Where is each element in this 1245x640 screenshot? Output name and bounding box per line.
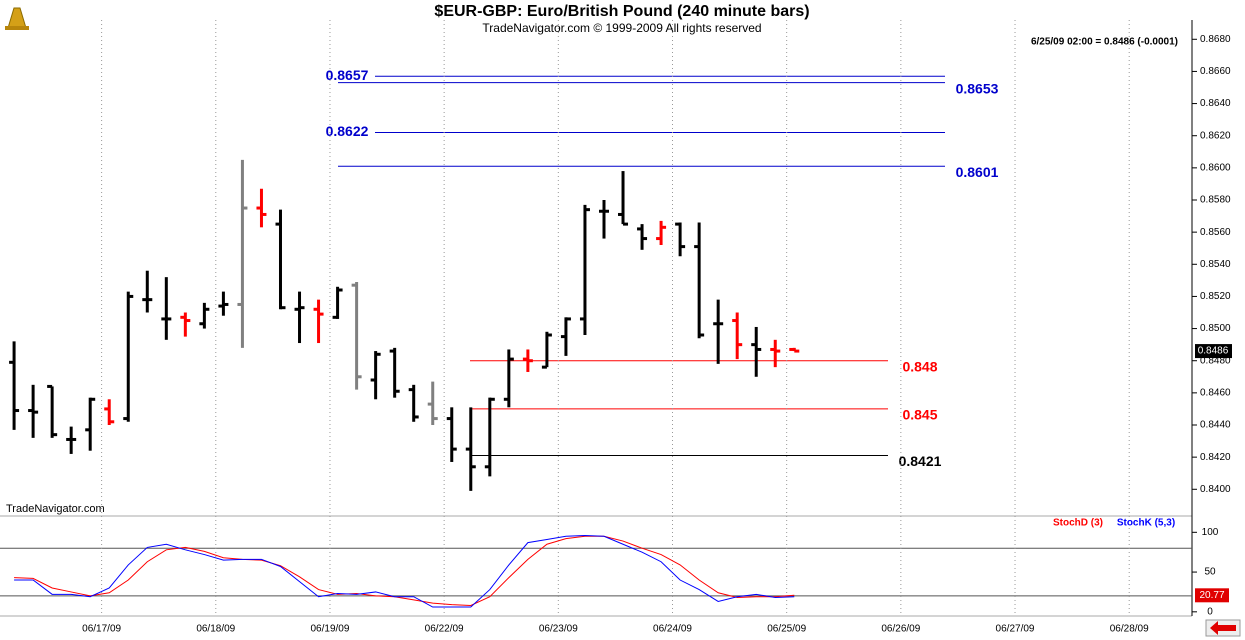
level-label: 0.845 bbox=[902, 407, 937, 423]
x-tick-label: 06/23/09 bbox=[539, 624, 578, 635]
y-tick-label: 0.8660 bbox=[1200, 66, 1231, 77]
x-tick-label: 06/27/09 bbox=[996, 624, 1035, 635]
x-tick-label: 06/24/09 bbox=[653, 624, 692, 635]
last-value-label: 20.77 bbox=[1199, 590, 1224, 601]
x-tick-label: 06/18/09 bbox=[196, 624, 235, 635]
y-tick-label: 50 bbox=[1204, 567, 1216, 578]
last-price-badge bbox=[1195, 344, 1232, 359]
watermark: TradeNavigator.com bbox=[6, 503, 105, 515]
y-tick-label: 0.8680 bbox=[1200, 34, 1231, 45]
level-label: 0.8622 bbox=[326, 123, 369, 139]
y-tick-label: 0.8580 bbox=[1200, 195, 1231, 206]
x-tick-label: 06/26/09 bbox=[881, 624, 920, 635]
y-tick-label: 0.8640 bbox=[1200, 98, 1231, 109]
y-tick-label: 0.8440 bbox=[1200, 420, 1231, 431]
x-tick-label: 06/17/09 bbox=[82, 624, 121, 635]
legend-entry: StochD (3) bbox=[1053, 518, 1103, 529]
y-tick-label: 0.8600 bbox=[1200, 162, 1231, 173]
x-tick-label: 06/22/09 bbox=[425, 624, 464, 635]
y-tick-label: 0.8560 bbox=[1200, 227, 1231, 238]
chart-title: $EUR-GBP: Euro/British Pound (240 minute… bbox=[434, 3, 809, 20]
chart-subtitle: TradeNavigator.com © 1999-2009 All right… bbox=[482, 21, 761, 35]
x-tick-label: 06/28/09 bbox=[1110, 624, 1149, 635]
last-value-badge bbox=[1195, 588, 1229, 603]
y-tick-label: 0.8480 bbox=[1200, 355, 1231, 366]
y-tick-label: 0.8540 bbox=[1200, 259, 1231, 270]
level-label: 0.8653 bbox=[956, 80, 999, 96]
quote: 6/25/09 02:00 = 0.8486 (-0.0001) bbox=[1031, 37, 1178, 48]
legend-entry: StochK (5,3) bbox=[1117, 518, 1175, 529]
y-tick-label: 0.8420 bbox=[1200, 452, 1231, 463]
level-label: 0.8421 bbox=[899, 453, 942, 469]
y-tick-label: 0.8520 bbox=[1200, 291, 1231, 302]
x-tick-label: 06/25/09 bbox=[767, 624, 806, 635]
y-tick-label: 0 bbox=[1207, 606, 1213, 617]
y-tick-label: 0.8460 bbox=[1200, 387, 1231, 398]
y-tick-label: 0.8500 bbox=[1200, 323, 1231, 334]
level-label: 0.848 bbox=[902, 358, 937, 374]
stoch-line bbox=[14, 535, 795, 606]
nav-button[interactable] bbox=[1205, 619, 1241, 637]
logo bbox=[5, 7, 29, 30]
stoch-line bbox=[14, 534, 795, 608]
y-tick-label: 100 bbox=[1202, 527, 1219, 538]
level-label: 0.8601 bbox=[956, 164, 999, 180]
y-tick-label: 0.8400 bbox=[1200, 484, 1231, 495]
x-tick-label: 06/19/09 bbox=[311, 624, 350, 635]
y-tick-label: 0.8620 bbox=[1200, 130, 1231, 141]
level-label: 0.8657 bbox=[326, 67, 369, 83]
last-price-label: 0.8486 bbox=[1198, 346, 1229, 357]
